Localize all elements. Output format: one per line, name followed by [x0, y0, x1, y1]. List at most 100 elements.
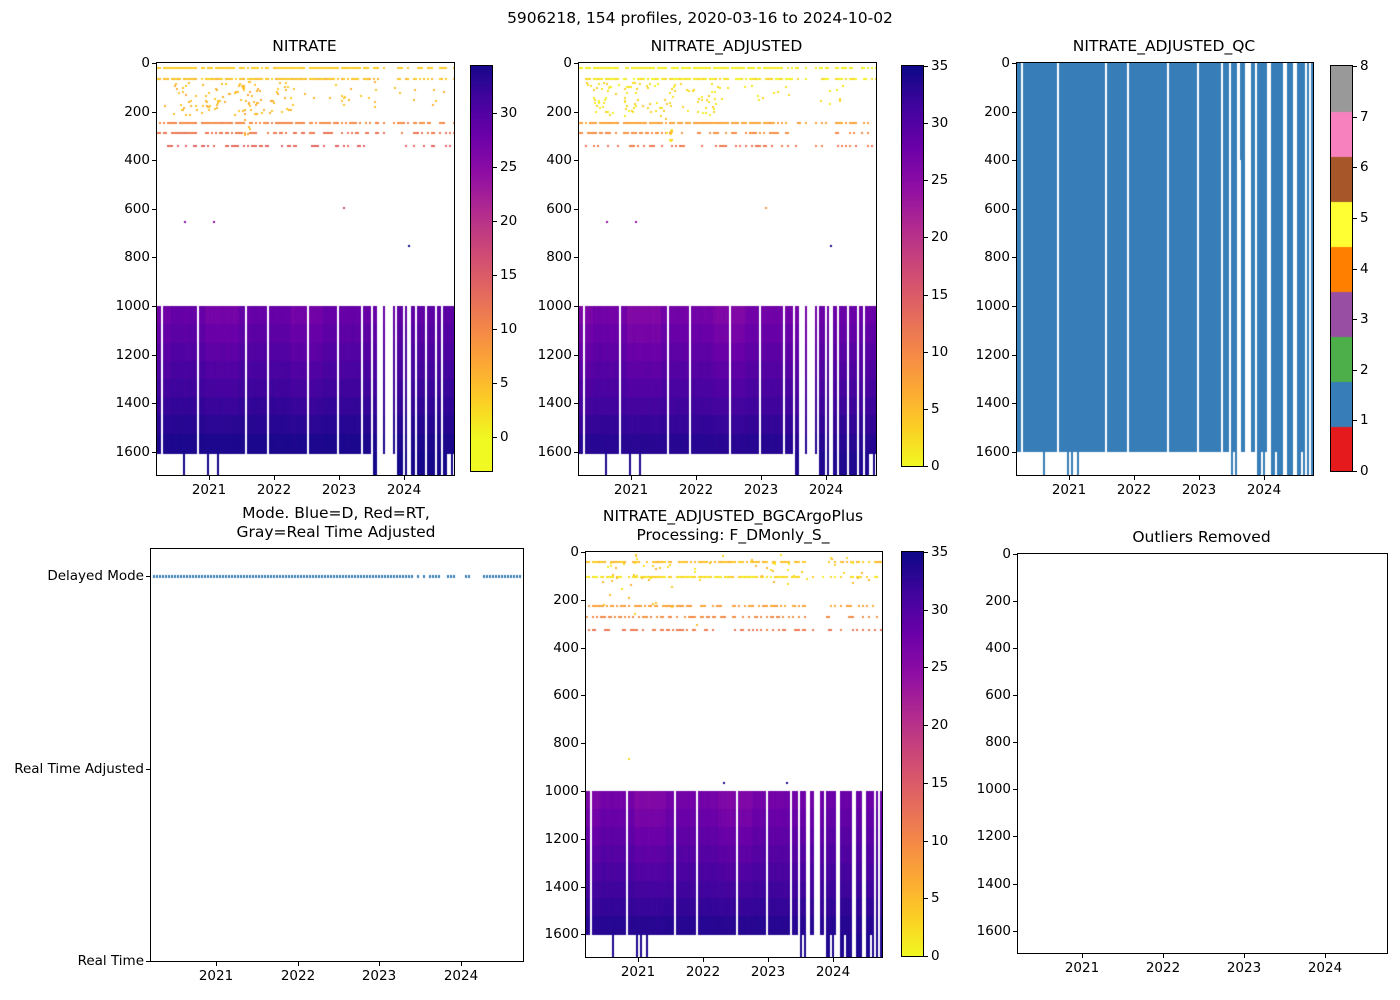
nitrate-xtick-mark [209, 476, 210, 480]
nitrate_adjusted-cbtick-mark [924, 180, 928, 181]
nitrate_adjusted_qc-plot [1016, 62, 1314, 476]
nitrate_adjusted_bgc-xtick-mark [638, 958, 639, 962]
nitrate_adjusted_bgc-plot [585, 551, 883, 958]
nitrate_adjusted-ytick-label: 0 [563, 55, 572, 71]
nitrate_adjusted-cbtick-mark [924, 466, 928, 467]
nitrate_adjusted_qc-cbtick-mark [1353, 370, 1357, 371]
nitrate_adjusted_bgc-cbtick-mark [924, 725, 928, 726]
nitrate-cbtick-mark [493, 329, 497, 330]
nitrate_adjusted_bgc-cbtick-label: 20 [931, 717, 949, 733]
nitrate_adjusted_qc-cbtick-label: 8 [1360, 58, 1369, 74]
nitrate_adjusted_bgc-ytick-mark [581, 934, 585, 935]
outliers-ytick-mark [1013, 554, 1017, 555]
nitrate_adjusted_qc-cbtick-label: 0 [1360, 463, 1369, 479]
mode-plot [150, 548, 524, 962]
nitrate_adjusted-cbtick-label: 5 [931, 401, 940, 417]
nitrate_adjusted_bgc-xtick-label: 2023 [750, 964, 786, 980]
nitrate_adjusted-cbtick-mark [924, 352, 928, 353]
outliers-ytick-label: 1000 [976, 781, 1011, 797]
nitrate_adjusted_qc-ytick-mark [1012, 160, 1016, 161]
nitrate_adjusted-ytick-label: 1200 [537, 347, 572, 363]
outliers-ytick-mark [1013, 836, 1017, 837]
nitrate_adjusted-ytick-mark [574, 355, 578, 356]
nitrate_adjusted-xtick-label: 2022 [678, 482, 714, 498]
nitrate_adjusted_bgc-cbtick-mark [924, 667, 928, 668]
nitrate_adjusted-cbtick-label: 35 [931, 58, 949, 74]
nitrate_adjusted_bgc-ytick-label: 600 [553, 687, 579, 703]
figure-title: 5906218, 154 profiles, 2020-03-16 to 202… [507, 9, 893, 27]
nitrate-cbtick-mark [493, 221, 497, 222]
nitrate-xtick-label: 2022 [256, 482, 292, 498]
nitrate_adjusted_bgc-xtick-mark [833, 958, 834, 962]
outliers-ytick-mark [1013, 648, 1017, 649]
nitrate_adjusted_bgc-cbtick-label: 30 [931, 602, 949, 618]
nitrate_adjusted_bgc-cbtick-label: 5 [931, 890, 940, 906]
nitrate_adjusted-xtick-mark [631, 476, 632, 480]
nitrate_adjusted_bgc-ytick-label: 1000 [544, 783, 579, 799]
nitrate_adjusted-xtick-mark [761, 476, 762, 480]
nitrate_adjusted_bgc-xtick-label: 2024 [815, 964, 851, 980]
nitrate_adjusted-ytick-label: 800 [546, 249, 572, 265]
nitrate-ytick-mark [152, 257, 156, 258]
nitrate_adjusted-ytick-mark [574, 257, 578, 258]
nitrate_adjusted_bgc-ytick-mark [581, 600, 585, 601]
nitrate_adjusted_bgc-colorbar [901, 551, 924, 957]
nitrate_adjusted_qc-ytick-label: 600 [984, 201, 1010, 217]
nitrate_adjusted_bgc-ytick-label: 1600 [544, 926, 579, 942]
nitrate_adjusted-ytick-mark [574, 403, 578, 404]
mode-ytick-mark [146, 576, 150, 577]
nitrate-ytick-mark [152, 452, 156, 453]
nitrate_adjusted-title: NITRATE_ADJUSTED [650, 37, 803, 55]
nitrate_adjusted_bgc-cbtick-label: 25 [931, 659, 949, 675]
nitrate-ytick-mark [152, 160, 156, 161]
nitrate_adjusted_bgc-ytick-label: 400 [553, 640, 579, 656]
nitrate_adjusted-cbtick-label: 25 [931, 172, 949, 188]
nitrate_adjusted_bgc-cbtick-mark [924, 783, 928, 784]
nitrate-ytick-label: 200 [124, 104, 150, 120]
mode-xtick-label: 2023 [361, 968, 397, 984]
mode-ytick-label: Delayed Mode [47, 568, 144, 584]
nitrate_adjusted_qc-cbtick-label: 6 [1360, 159, 1369, 175]
nitrate_adjusted_qc-ytick-mark [1012, 112, 1016, 113]
nitrate_adjusted_qc-ytick-mark [1012, 209, 1016, 210]
nitrate_adjusted-cbtick-label: 10 [931, 344, 949, 360]
nitrate_adjusted_qc-xtick-mark [1264, 476, 1265, 480]
nitrate-cbtick-label: 15 [500, 267, 518, 283]
nitrate_adjusted_bgc-ytick-label: 1400 [544, 879, 579, 895]
nitrate-cbtick-label: 10 [500, 321, 518, 337]
outliers-xtick-mark [1325, 954, 1326, 958]
nitrate_adjusted_qc-cbtick-label: 5 [1360, 210, 1369, 226]
nitrate_adjusted_bgc-xtick-mark [768, 958, 769, 962]
nitrate_adjusted_qc-title: NITRATE_ADJUSTED_QC [1072, 37, 1256, 55]
nitrate_adjusted-cbtick-label: 20 [931, 229, 949, 245]
nitrate-cbtick-mark [493, 275, 497, 276]
nitrate_adjusted_qc-ytick-label: 400 [984, 152, 1010, 168]
nitrate_adjusted-cbtick-mark [924, 237, 928, 238]
nitrate_adjusted-xtick-mark [696, 476, 697, 480]
mode-xtick-mark [379, 962, 380, 966]
nitrate_adjusted_bgc-cbtick-mark [924, 841, 928, 842]
nitrate_adjusted_qc-ytick-label: 1200 [975, 347, 1010, 363]
mode-xtick-label: 2021 [198, 968, 234, 984]
nitrate_adjusted-xtick-label: 2023 [743, 482, 779, 498]
outliers-xtick-label: 2022 [1145, 960, 1181, 976]
nitrate_adjusted-cbtick-mark [924, 295, 928, 296]
nitrate-ytick-label: 400 [124, 152, 150, 168]
nitrate_adjusted_qc-cbtick-label: 3 [1360, 311, 1369, 327]
mode-xtick-label: 2024 [443, 968, 479, 984]
nitrate_adjusted_bgc-cbtick-label: 10 [931, 833, 949, 849]
nitrate_adjusted-ytick-mark [574, 112, 578, 113]
outliers-xtick-label: 2023 [1226, 960, 1262, 976]
nitrate-cbtick-label: 5 [500, 375, 509, 391]
outliers-xtick-mark [1163, 954, 1164, 958]
nitrate_adjusted_bgc-xtick-mark [703, 958, 704, 962]
outliers-ytick-mark [1013, 931, 1017, 932]
nitrate_adjusted-ytick-mark [574, 209, 578, 210]
nitrate_adjusted_qc-cbtick-label: 1 [1360, 412, 1369, 428]
nitrate_adjusted-plot [578, 62, 877, 476]
nitrate-ytick-mark [152, 306, 156, 307]
mode-xtick-mark [461, 962, 462, 966]
nitrate_adjusted_qc-cbtick-label: 4 [1360, 261, 1369, 277]
outliers-xtick-label: 2021 [1064, 960, 1100, 976]
